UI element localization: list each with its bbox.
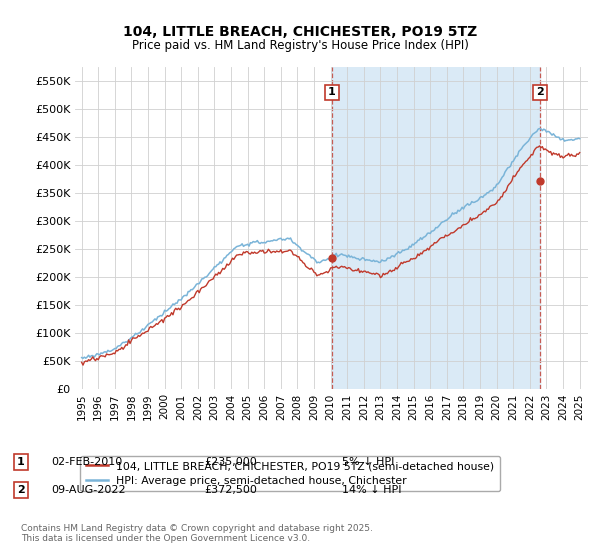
Legend: 104, LITTLE BREACH, CHICHESTER, PO19 5TZ (semi-detached house), HPI: Average pri: 104, LITTLE BREACH, CHICHESTER, PO19 5TZ…	[80, 456, 500, 491]
Text: 14% ↓ HPI: 14% ↓ HPI	[342, 485, 401, 495]
Text: 09-AUG-2022: 09-AUG-2022	[51, 485, 125, 495]
Text: £372,500: £372,500	[204, 485, 257, 495]
Bar	[332, 67, 540, 389]
Text: 5% ↓ HPI: 5% ↓ HPI	[342, 457, 394, 467]
Text: 104, LITTLE BREACH, CHICHESTER, PO19 5TZ: 104, LITTLE BREACH, CHICHESTER, PO19 5TZ	[123, 25, 477, 39]
Text: Contains HM Land Registry data © Crown copyright and database right 2025.
This d: Contains HM Land Registry data © Crown c…	[21, 524, 373, 543]
Text: 1: 1	[328, 87, 336, 97]
Text: 02-FEB-2010: 02-FEB-2010	[51, 457, 122, 467]
Text: Price paid vs. HM Land Registry's House Price Index (HPI): Price paid vs. HM Land Registry's House …	[131, 39, 469, 52]
Text: 2: 2	[17, 485, 25, 495]
Text: 2: 2	[536, 87, 544, 97]
Text: £235,000: £235,000	[204, 457, 257, 467]
Text: 1: 1	[17, 457, 25, 467]
